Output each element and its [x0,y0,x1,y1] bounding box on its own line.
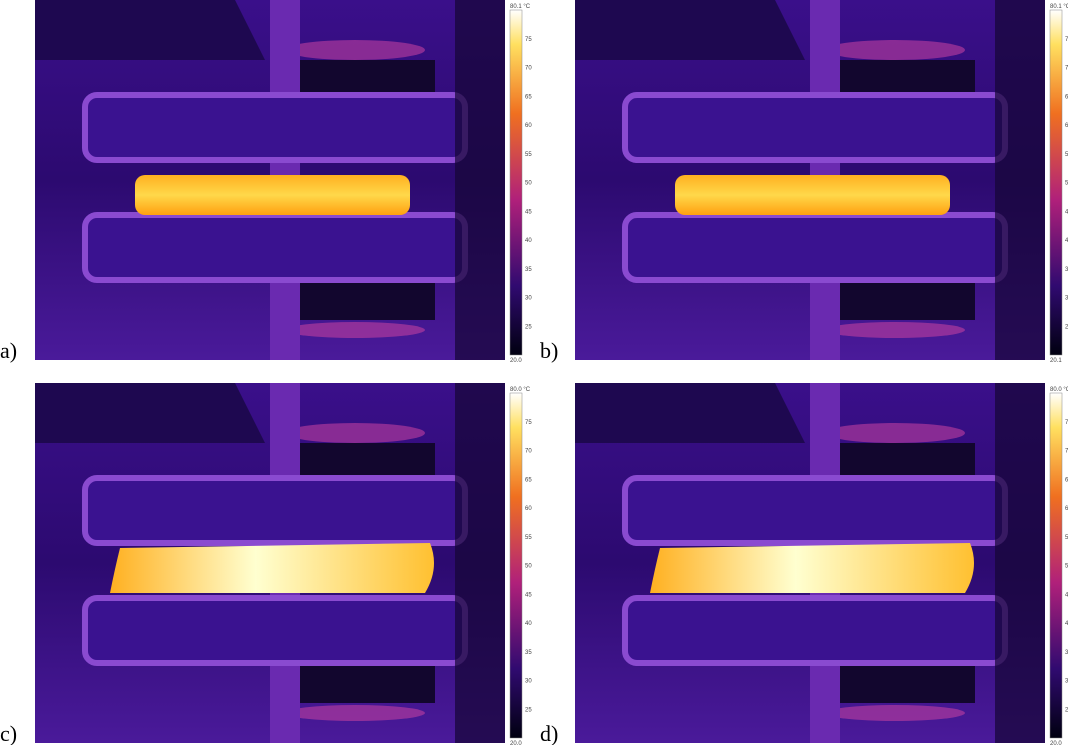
colorbar-tick-label: 55 [525,152,532,158]
panel-label: d) [540,721,558,745]
colorbar-tick-label: 25 [525,324,532,330]
panel-label: b) [540,338,558,363]
panel: 80.0 °C 20.0 75 70 65 60 55 50 45 40 35 30 25 [35,383,532,745]
panel-label: a) [0,338,17,363]
panel-label: c) [0,721,17,745]
colorbar-tick-label: 50 [525,181,532,187]
colorbar-tick-label: 30 [525,679,532,685]
colorbar-min-label: 20.0 [510,741,522,745]
figure: 80.1 °C 20.0 75 70 65 60 55 50 45 40 35 30 25 a) 80.1 … [0,0,1068,745]
colorbar [1050,10,1062,355]
colorbar-tick-label: 75 [525,37,532,43]
colorbar-tick-label: 65 [525,477,532,483]
colorbar-max-label: 80.1 °C [1050,4,1068,10]
colorbar-tick-label: 45 [525,209,532,215]
colorbar-tick-label: 35 [525,267,532,273]
colorbar-max-label: 80.0 °C [510,387,531,393]
colorbar-tick-label: 60 [525,123,532,129]
colorbar-max-label: 80.1 °C [510,4,531,10]
colorbar-min-label: 20.0 [1050,741,1062,745]
colorbar-tick-label: 35 [525,650,532,656]
sample [135,175,410,215]
colorbar-tick-label: 70 [525,449,532,455]
colorbar-min-label: 20.0 [510,358,522,364]
colorbar [510,10,522,355]
colorbar [510,393,522,738]
panel: 80.1 °C20.17570656055504540353025 [575,0,1068,364]
sample [675,175,950,215]
panel: 80.1 °C 20.0 75 70 65 60 55 50 45 40 35 30 25 [35,0,532,364]
colorbar-max-label: 80.0 °C [1050,387,1068,393]
colorbar-tick-label: 75 [525,420,532,426]
colorbar-tick-label: 45 [525,592,532,598]
colorbar [1050,393,1062,738]
colorbar-tick-label: 40 [525,238,532,244]
colorbar-tick-label: 65 [525,94,532,100]
colorbar-tick-label: 30 [525,296,532,302]
colorbar-min-label: 20.1 [1050,358,1062,364]
colorbar-tick-label: 50 [525,564,532,570]
colorbar-tick-label: 60 [525,506,532,512]
sample [650,543,974,593]
colorbar-tick-label: 25 [525,707,532,713]
colorbar-tick-label: 40 [525,621,532,627]
colorbar-tick-label: 70 [525,66,532,72]
sample [110,543,434,593]
colorbar-tick-label: 55 [525,535,532,541]
